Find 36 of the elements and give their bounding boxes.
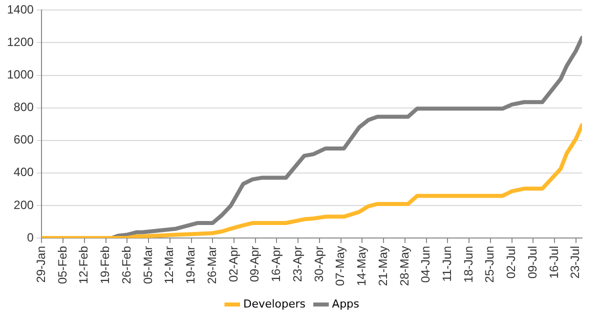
x-tick-label: 16-Jul	[546, 246, 561, 279]
y-tick-label: 1000	[6, 68, 34, 82]
x-tick-label: 23-Apr	[290, 246, 304, 282]
x-tick-label: 12-Feb	[76, 246, 91, 284]
x-tick-label: 02-Jul	[504, 246, 518, 279]
x-tick-label: 05-Feb	[55, 246, 70, 284]
x-tick-label: 16-Apr	[269, 246, 284, 282]
x-tick-label: 21-May	[376, 246, 390, 286]
x-tick-label: 30-Apr	[312, 246, 326, 282]
x-tick-label: 09-Apr	[248, 246, 262, 282]
x-tick-label: 28-May	[397, 246, 412, 286]
x-tick-label: 23-Jul	[568, 246, 582, 279]
legend-label: Developers	[243, 297, 306, 310]
x-tick-label: 11-Jun	[440, 246, 454, 282]
x-tick-label: 29-Jan	[34, 246, 48, 283]
y-tick-label: 200	[14, 198, 34, 212]
x-tick-label: 19-Mar	[184, 246, 198, 284]
x-tick-label: 19-Feb	[98, 246, 112, 284]
x-tick-label: 18-Jun	[461, 246, 476, 283]
y-tick-label: 600	[14, 132, 34, 147]
x-tick-label: 07-May	[333, 246, 348, 286]
y-tick-label: 1200	[6, 35, 34, 50]
x-tick-label: 04-Jun	[418, 246, 433, 283]
x-tick-label: 02-Apr	[226, 246, 240, 282]
y-tick-label: 400	[14, 165, 34, 180]
x-tick-label: 25-Jun	[482, 246, 497, 283]
legend-label: Apps	[332, 297, 360, 310]
x-tick-label: 26-Feb	[119, 246, 134, 284]
y-tick-label: 0	[27, 230, 34, 244]
y-tick-label: 1400	[6, 2, 34, 17]
x-tick-label: 26-Mar	[204, 246, 219, 284]
x-tick-label: 12-Mar	[162, 246, 176, 284]
x-tick-label: 09-Jul	[525, 246, 540, 279]
x-tick-label: 14-May	[354, 246, 369, 286]
y-tick-label: 800	[14, 100, 34, 114]
x-tick-label: 05-Mar	[140, 246, 155, 284]
